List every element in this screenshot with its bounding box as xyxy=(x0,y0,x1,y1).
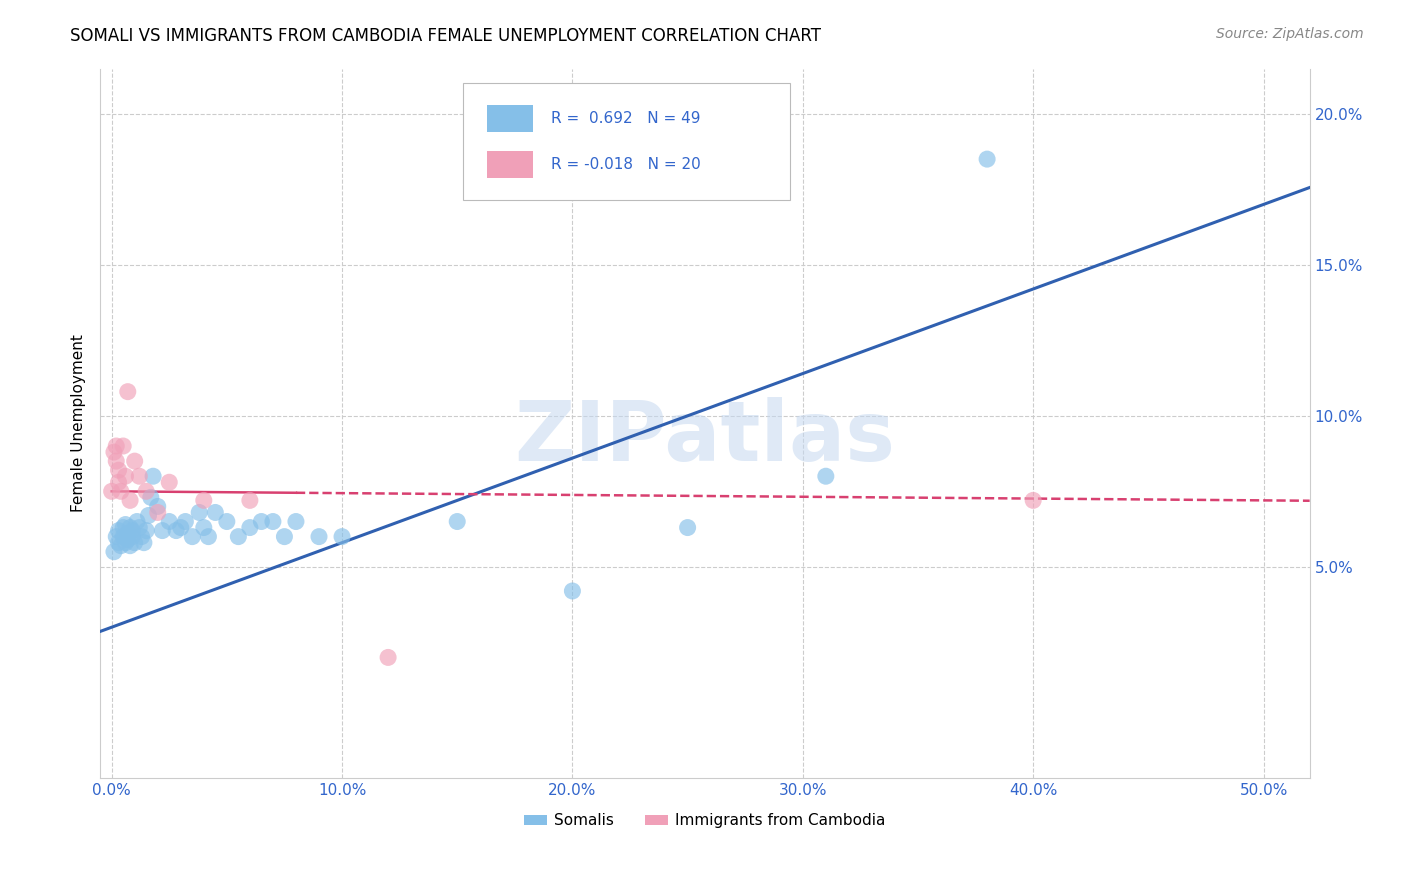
Point xyxy=(139,491,162,505)
Point xyxy=(121,524,143,538)
Point xyxy=(181,530,204,544)
Point xyxy=(228,530,250,544)
Y-axis label: Female Unemployment: Female Unemployment xyxy=(72,334,86,512)
Point xyxy=(273,530,295,544)
Point xyxy=(1022,493,1045,508)
Point xyxy=(239,520,262,534)
Point xyxy=(170,520,193,534)
Point xyxy=(308,530,330,544)
Point xyxy=(146,500,169,514)
Bar xyxy=(486,151,533,178)
Point xyxy=(446,515,468,529)
Point xyxy=(165,524,187,538)
Point xyxy=(110,484,132,499)
Point xyxy=(124,454,146,468)
Point xyxy=(120,493,142,508)
Point xyxy=(262,515,284,529)
Point xyxy=(105,454,128,468)
Point xyxy=(146,506,169,520)
Point xyxy=(132,535,155,549)
Point xyxy=(814,469,837,483)
Point xyxy=(284,515,307,529)
Point xyxy=(135,484,157,499)
Point xyxy=(193,493,215,508)
Point xyxy=(114,535,136,549)
Point xyxy=(157,475,180,490)
Point xyxy=(128,520,150,534)
Point xyxy=(128,469,150,483)
Text: R = -0.018   N = 20: R = -0.018 N = 20 xyxy=(551,157,702,172)
Text: ZIPatlas: ZIPatlas xyxy=(515,397,896,478)
Point xyxy=(330,530,353,544)
Bar xyxy=(486,104,533,132)
Point xyxy=(107,535,129,549)
Point xyxy=(561,584,583,599)
Point xyxy=(121,530,143,544)
Point xyxy=(124,535,146,549)
Point xyxy=(112,439,135,453)
Point xyxy=(107,524,129,538)
Point xyxy=(125,515,148,529)
Point xyxy=(204,506,226,520)
Point xyxy=(117,384,139,399)
Point xyxy=(110,539,132,553)
Point xyxy=(174,515,197,529)
Text: Source: ZipAtlas.com: Source: ZipAtlas.com xyxy=(1216,27,1364,41)
Point xyxy=(112,530,135,544)
Point xyxy=(117,533,139,547)
Point xyxy=(114,469,136,483)
Point xyxy=(239,493,262,508)
Point xyxy=(193,520,215,534)
Point xyxy=(105,439,128,453)
Point xyxy=(135,524,157,538)
Text: SOMALI VS IMMIGRANTS FROM CAMBODIA FEMALE UNEMPLOYMENT CORRELATION CHART: SOMALI VS IMMIGRANTS FROM CAMBODIA FEMAL… xyxy=(70,27,821,45)
Point xyxy=(157,515,180,529)
Point xyxy=(112,520,135,534)
Point xyxy=(976,152,998,166)
Point xyxy=(138,508,160,523)
Point xyxy=(131,530,153,544)
Legend: Somalis, Immigrants from Cambodia: Somalis, Immigrants from Cambodia xyxy=(517,807,891,834)
Point xyxy=(107,475,129,490)
Point xyxy=(107,463,129,477)
Point xyxy=(120,539,142,553)
Point xyxy=(100,484,122,499)
Point xyxy=(676,520,699,534)
FancyBboxPatch shape xyxy=(463,83,790,200)
Point xyxy=(117,526,139,541)
Point xyxy=(197,530,219,544)
Point xyxy=(114,517,136,532)
Point xyxy=(250,515,273,529)
Point xyxy=(142,469,165,483)
Point xyxy=(150,524,173,538)
Point xyxy=(103,445,125,459)
Point xyxy=(215,515,238,529)
Point xyxy=(377,650,399,665)
Point xyxy=(105,530,128,544)
Point xyxy=(188,506,211,520)
Point xyxy=(103,545,125,559)
Text: R =  0.692   N = 49: R = 0.692 N = 49 xyxy=(551,111,700,126)
Point xyxy=(120,520,142,534)
